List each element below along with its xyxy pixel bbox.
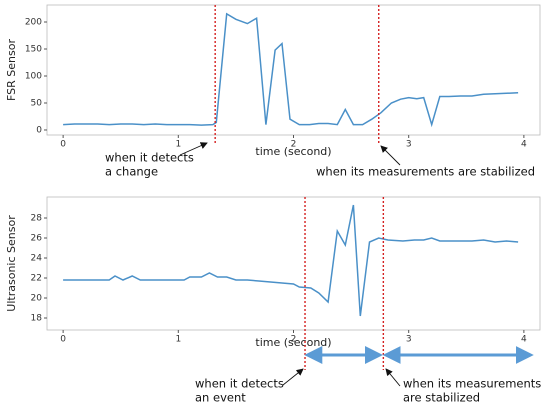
data-line xyxy=(63,204,519,317)
x-tick-label: 1 xyxy=(175,140,181,150)
annotation-text: an event xyxy=(195,391,246,405)
y-tick-label: 24 xyxy=(31,254,43,264)
x-tick-label: 3 xyxy=(406,335,412,345)
annotation-arrow xyxy=(282,368,304,386)
x-tick-label: 4 xyxy=(521,140,527,150)
plot-frame xyxy=(46,4,541,136)
annotation-arrow xyxy=(380,145,401,166)
y-tick-label: 20 xyxy=(31,294,43,304)
annotation-text: are stabilized xyxy=(403,391,480,405)
y-tick-label: 26 xyxy=(31,234,43,244)
annotation-text: when its measurements are stabilized xyxy=(316,165,535,179)
x-tick-label: 0 xyxy=(60,335,66,345)
x-tick-label: 1 xyxy=(175,335,181,345)
x-axis-label: time (second) xyxy=(255,145,331,158)
y-tick-label: 18 xyxy=(31,314,43,324)
plot-frame xyxy=(46,196,541,331)
annotation-arrow xyxy=(385,368,401,387)
y-tick-label: 50 xyxy=(31,98,43,108)
x-tick-label: 3 xyxy=(406,140,412,150)
y-tick-label: 22 xyxy=(31,274,42,284)
y-tick-label: 0 xyxy=(36,125,42,135)
annotation-text: when it detects xyxy=(105,151,194,165)
annotation-text: when its measurements xyxy=(403,377,541,391)
x-tick-label: 2 xyxy=(291,140,297,150)
y-tick-label: 100 xyxy=(25,71,42,81)
y-tick-label: 150 xyxy=(25,44,42,54)
x-tick-label: 2 xyxy=(291,335,297,345)
y-axis-label: Ultrasonic Sensor xyxy=(5,215,18,312)
x-axis-label: time (second) xyxy=(255,336,331,349)
data-line xyxy=(63,12,519,128)
annotation-arrow xyxy=(179,142,208,156)
y-tick-label: 200 xyxy=(25,18,42,28)
annotation-text: when it detects xyxy=(195,377,284,391)
y-tick-label: 28 xyxy=(31,214,43,224)
x-tick-label: 0 xyxy=(60,140,66,150)
y-axis-label: FSR Sensor xyxy=(5,39,18,101)
annotation-text: a change xyxy=(105,165,158,179)
x-tick-label: 4 xyxy=(521,335,527,345)
